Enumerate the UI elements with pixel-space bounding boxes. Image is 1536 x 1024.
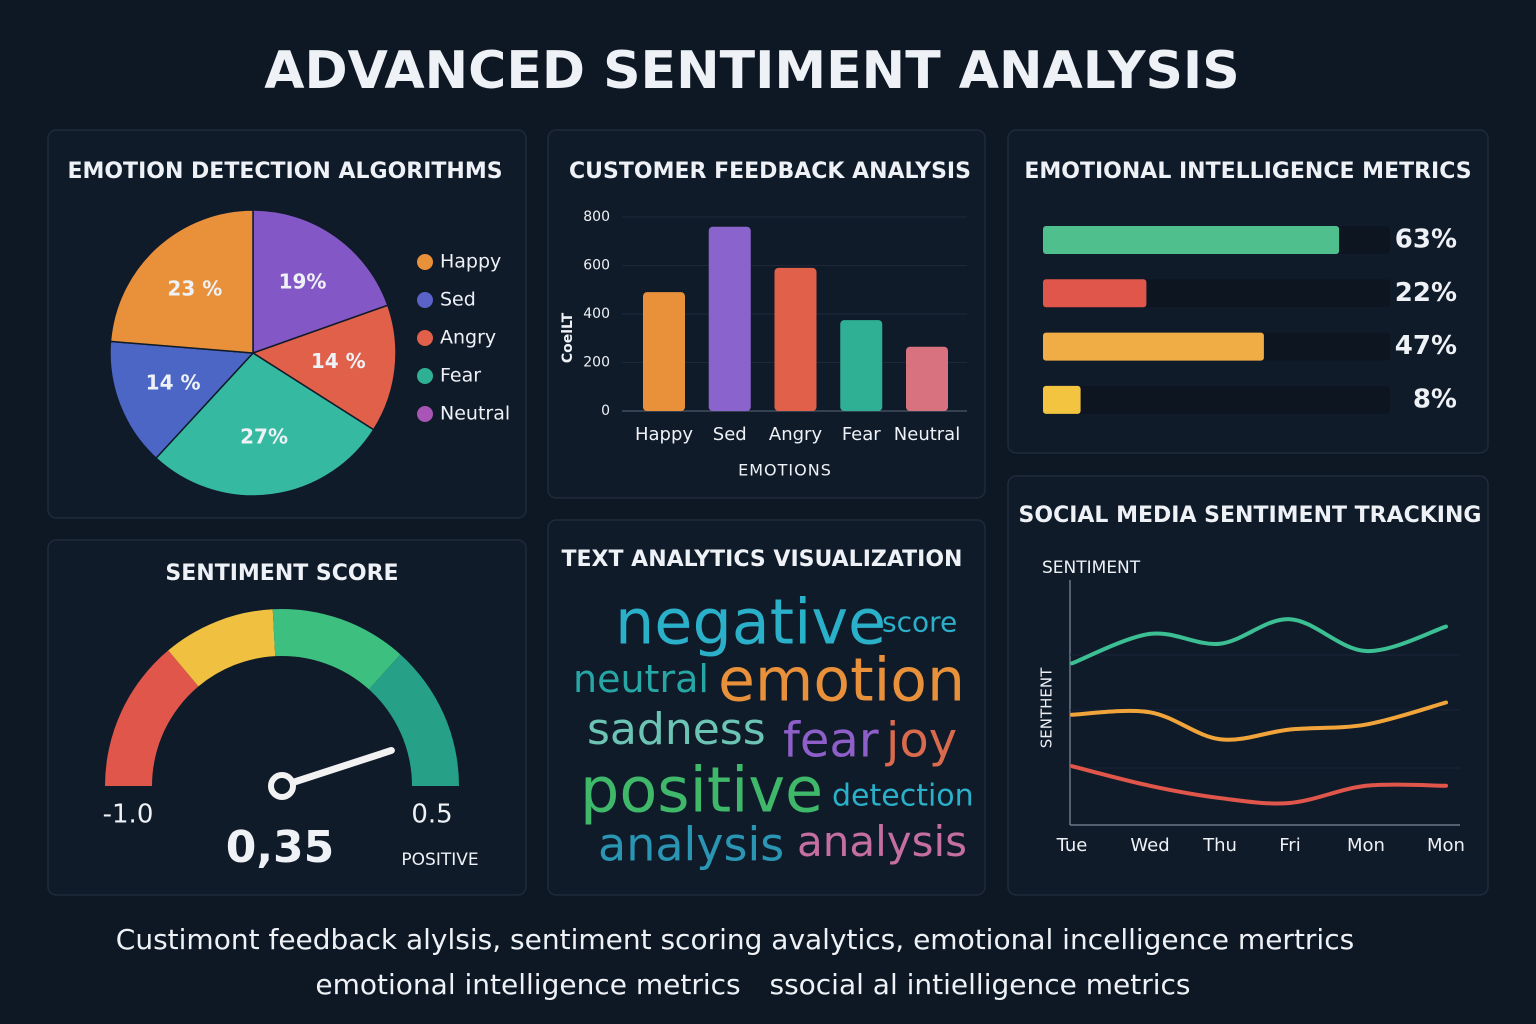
x-tick-label: Sed: [713, 424, 747, 445]
gauge-segment: [168, 609, 276, 687]
x-tick-label: Tue: [1056, 835, 1088, 856]
x-tick-label: Angry: [769, 424, 823, 445]
word: fear: [783, 713, 879, 769]
y-tick-label: 400: [583, 306, 610, 322]
legend-swatch: [417, 330, 433, 346]
legend-label: Fear: [440, 365, 481, 387]
panel-title: SOCIAL MEDIA SENTIMENT TRACKING: [1019, 503, 1482, 528]
line-series: [1070, 617, 1448, 666]
legend-swatch: [417, 254, 433, 270]
gauge-label: POSITIVE: [401, 850, 478, 870]
legend-label: Angry: [440, 327, 496, 349]
panel-title: EMOTIONAL INTELLIGENCE METRICS: [1024, 159, 1471, 184]
top-label: SENTIMENT: [1042, 558, 1141, 578]
bar: [1043, 279, 1147, 308]
bar: [1043, 226, 1340, 254]
x-tick-label: Happy: [635, 424, 693, 445]
word: positive: [580, 753, 823, 826]
value-label: 63%: [1395, 225, 1457, 255]
bar: [906, 346, 948, 411]
value-label: 22%: [1395, 278, 1457, 308]
footer-text: emotional intelligence metrics: [315, 968, 740, 1001]
panel: [1007, 475, 1489, 896]
pie-slice: [154, 352, 375, 497]
bar: [643, 292, 685, 411]
word: emotion: [718, 646, 965, 716]
value-label: 8%: [1413, 384, 1457, 414]
y-tick-label: 800: [583, 209, 610, 225]
x-tick-label: Neutral: [894, 424, 960, 445]
gauge-segment: [105, 650, 199, 786]
word: analysis: [598, 818, 784, 872]
line-series: [1070, 700, 1448, 742]
slice-label: 14 %: [311, 349, 366, 373]
legend-label: Sed: [440, 289, 476, 311]
legend-swatch: [417, 368, 433, 384]
panel-title: SENTIMENT SCORE: [165, 561, 398, 586]
panel-title: CUSTOMER FEEDBACK ANALYSIS: [569, 159, 971, 184]
bar: [840, 320, 883, 411]
page-title: ADVANCED SENTIMENT ANALYSIS: [264, 41, 1239, 101]
legend-label: Neutral: [440, 403, 510, 425]
x-tick-label: Mon: [1427, 835, 1465, 856]
pie-slice: [252, 209, 389, 355]
line-series: [1070, 764, 1448, 806]
panel: [547, 519, 986, 896]
footer-text: ssocial al intielligence metrics: [769, 968, 1190, 1001]
gauge-segment: [368, 654, 459, 786]
word: detection: [832, 779, 974, 814]
x-axis-label: EMOTIONS: [738, 461, 832, 480]
x-tick-label: Wed: [1130, 835, 1169, 856]
gauge-value: 0,35: [226, 822, 335, 873]
gauge-tick-label: -1.0: [103, 800, 154, 830]
y-tick-label: 0: [601, 403, 610, 419]
y-tick-label: 600: [583, 258, 610, 274]
panel: [47, 539, 527, 896]
x-tick-label: Thu: [1202, 835, 1237, 856]
bar: [708, 226, 751, 411]
word: joy: [885, 713, 957, 769]
y-tick-label: 200: [583, 355, 610, 371]
panel-title: EMOTION DETECTION ALGORITHMS: [67, 159, 502, 184]
word: negative: [615, 585, 886, 658]
word: analysis: [797, 817, 967, 866]
y-axis-label: SENTHENT: [1038, 667, 1056, 748]
footer-text: Custimont feedback alylsis, sentiment sc…: [116, 923, 1354, 956]
slice-label: 27%: [240, 425, 288, 449]
gauge-tick-label: 0.5: [411, 800, 452, 830]
gauge-segment: [272, 608, 401, 690]
value-label: 47%: [1395, 331, 1457, 361]
gauge-needle: [278, 746, 395, 790]
panel-title: TEXT ANALYTICS VISUALIZATION: [562, 547, 963, 572]
needle-hub: [268, 772, 296, 800]
x-tick-label: Fri: [1279, 835, 1300, 856]
word: neutral: [573, 657, 709, 701]
bar: [774, 267, 817, 411]
legend-swatch: [417, 406, 433, 422]
word: sadness: [587, 704, 766, 755]
legend-swatch: [417, 292, 433, 308]
slice-label: 14 %: [146, 371, 201, 395]
word: score: [882, 606, 957, 639]
pie-slice: [109, 340, 255, 460]
bar-track: [1043, 385, 1390, 414]
y-axis-label: CoelLT: [560, 312, 576, 363]
x-tick-label: Fear: [842, 424, 881, 445]
slice-label: 23 %: [167, 276, 222, 300]
bar: [1043, 332, 1264, 361]
pie-slice: [251, 304, 397, 431]
bar: [1043, 385, 1081, 414]
pie-slice: [109, 209, 254, 354]
slice-label: 19%: [279, 269, 327, 293]
x-tick-label: Mon: [1347, 835, 1385, 856]
legend-label: Happy: [440, 251, 501, 273]
